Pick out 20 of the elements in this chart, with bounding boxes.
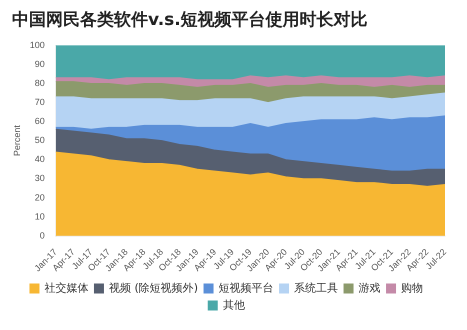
y-tick-label: 0 — [40, 230, 45, 240]
legend-label: 系统工具 — [294, 281, 338, 294]
y-tick-label: 60 — [34, 116, 45, 126]
y-tick-label: 90 — [34, 58, 45, 69]
legend-label: 短视频平台 — [218, 281, 274, 294]
y-tick-label: 30 — [34, 173, 45, 184]
y-tick-label: 10 — [34, 211, 45, 222]
y-tick-label: 40 — [34, 154, 45, 164]
legend-label: 社交媒体 — [44, 281, 88, 294]
y-tick-label: 50 — [34, 135, 45, 146]
y-tick-label: 100 — [30, 40, 45, 50]
y-axis-title: Percent — [12, 124, 22, 156]
legend-label: 购物 — [401, 281, 424, 294]
y-tick-label: 20 — [34, 192, 45, 202]
chart-title: 中国网民各类软件v.s.短视频平台使用时长对比 — [12, 9, 369, 31]
y-tick-label: 70 — [34, 97, 45, 108]
legend-label: 游戏 — [358, 281, 381, 294]
legend-label: 其他 — [222, 298, 245, 312]
y-tick-label: 80 — [34, 78, 45, 88]
legend-label: 视频 (除短视频外) — [108, 281, 198, 294]
